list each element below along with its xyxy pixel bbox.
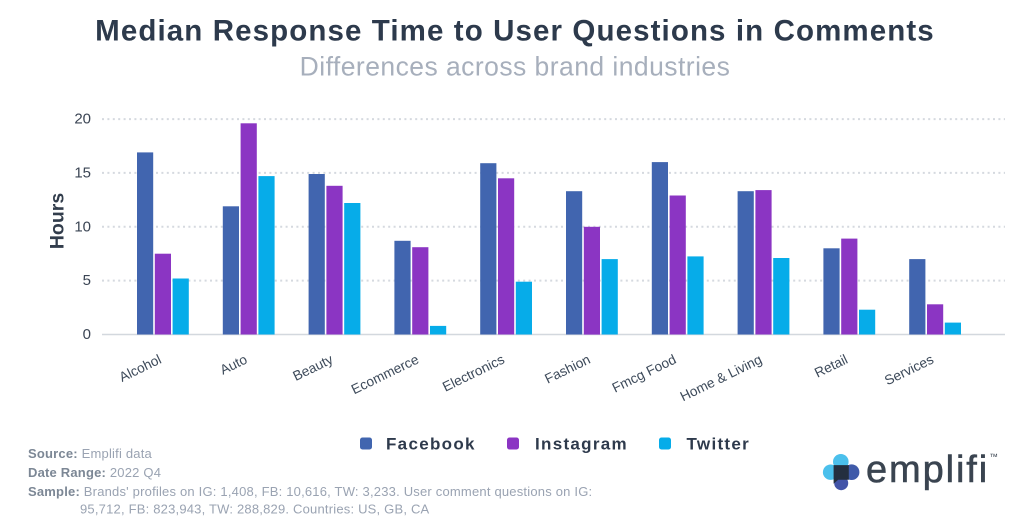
svg-text:Source: Emplifi data: Source: Emplifi data [28,446,153,461]
svg-text:Beauty: Beauty [290,352,335,384]
svg-text:Date Range: 2022 Q4: Date Range: 2022 Q4 [28,465,161,480]
svg-text:Facebook: Facebook [386,435,476,454]
svg-text:10: 10 [74,218,91,235]
svg-text:15: 15 [74,164,91,181]
svg-text:Electronics: Electronics [440,352,507,395]
svg-text:Differences across brand indus: Differences across brand industries [300,51,731,81]
svg-text:0: 0 [83,326,91,343]
svg-text:Median Response Time to User Q: Median Response Time to User Questions i… [95,14,935,47]
svg-text:™: ™ [990,452,999,462]
svg-text:95,712, FB: 823,943, TW: 288,8: 95,712, FB: 823,943, TW: 288,829. Countr… [80,502,430,517]
svg-text:Services: Services [882,352,936,389]
svg-text:Fashion: Fashion [542,352,592,387]
svg-text:Home & Living: Home & Living [678,352,765,405]
svg-text:Auto: Auto [218,352,250,378]
svg-text:Retail: Retail [812,352,850,381]
svg-text:Ecommerce: Ecommerce [349,352,421,397]
svg-text:Sample: Brands' profiles on IG: Sample: Brands' profiles on IG: 1,408, F… [28,484,592,499]
svg-text:20: 20 [74,111,91,128]
svg-text:Hours: Hours [47,193,69,249]
svg-text:5: 5 [83,272,91,289]
svg-text:Fmcg Food: Fmcg Food [610,352,679,396]
svg-text:Alcohol: Alcohol [117,352,164,385]
svg-text:Twitter: Twitter [687,435,751,454]
svg-text:Instagram: Instagram [535,435,628,454]
svg-text:emplifi: emplifi [866,449,989,491]
